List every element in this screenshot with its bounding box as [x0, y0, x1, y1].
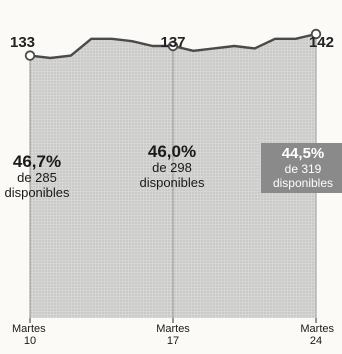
annotation-pct-1: 46,0%	[148, 142, 196, 161]
data-point-2	[310, 28, 322, 40]
data-label-0: 133	[10, 34, 35, 51]
annotation-pct-0: 46,7%	[13, 152, 61, 171]
data-label-2: 142	[309, 34, 334, 51]
data-point-0	[24, 50, 36, 61]
annotation-unit-2: disponibles	[273, 176, 333, 190]
annotation-total-0: de 285	[17, 170, 57, 185]
data-point-1	[167, 40, 179, 52]
annotation-unit-0: disponibles	[4, 185, 70, 200]
annotation-total-1: de 298	[152, 160, 192, 175]
data-label-1: 137	[160, 34, 185, 51]
annotation-unit-1: disponibles	[139, 175, 205, 190]
annotation-total-2: de 319	[285, 162, 322, 176]
annotation-box-2	[261, 143, 342, 193]
annotation-pct-2: 44,5%	[282, 145, 325, 162]
x-tick-label-day-0: Martes	[12, 323, 46, 335]
x-tick-label-day-2: Martes	[300, 323, 334, 335]
x-tick-label-date-0: 10	[24, 335, 36, 347]
x-tick-label-date-1: 17	[167, 335, 179, 347]
x-tick-label-date-2: 24	[310, 335, 322, 347]
x-tick-label-day-1: Martes	[156, 323, 190, 335]
